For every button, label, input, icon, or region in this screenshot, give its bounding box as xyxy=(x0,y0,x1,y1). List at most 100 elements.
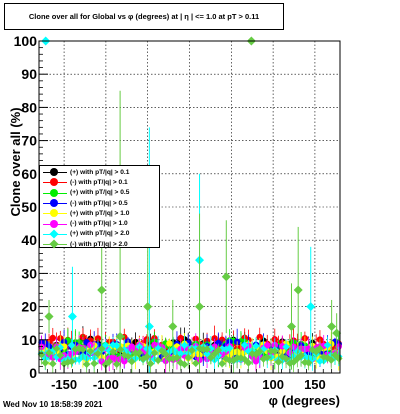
outlier-point xyxy=(44,312,54,322)
data-point xyxy=(218,345,226,353)
outlier-point xyxy=(221,272,231,282)
data-point xyxy=(323,341,332,349)
data-point xyxy=(240,355,249,363)
x-tick-label: 50 xyxy=(224,377,238,392)
data-point xyxy=(191,359,200,368)
data-point xyxy=(207,344,215,353)
data-point xyxy=(94,349,102,358)
data-point xyxy=(214,346,223,354)
data-point xyxy=(48,359,57,368)
data-point xyxy=(180,360,189,369)
data-point xyxy=(203,350,211,358)
legend-marker-icon xyxy=(40,167,70,177)
data-point xyxy=(82,360,91,369)
data-point xyxy=(259,345,268,353)
data-point xyxy=(169,354,177,363)
data-point xyxy=(180,341,189,350)
data-point xyxy=(45,349,53,357)
outlier-point xyxy=(144,322,154,332)
data-point xyxy=(150,349,159,357)
data-point xyxy=(229,356,238,365)
y-tick-label: 60 xyxy=(21,166,37,182)
x-tick-label: 0 xyxy=(186,377,193,392)
outlier-point xyxy=(143,302,153,312)
outlier-point xyxy=(97,285,107,295)
outlier-point xyxy=(327,322,337,332)
data-point xyxy=(143,344,151,353)
data-point xyxy=(105,357,114,366)
data-point xyxy=(86,347,95,355)
y-axis-label: Clone over all (%) xyxy=(8,107,23,216)
legend-entry: (+) with pT/|q| > 0.1 xyxy=(40,167,159,177)
data-point xyxy=(252,350,260,359)
data-point xyxy=(319,353,328,361)
data-point xyxy=(225,356,234,365)
data-point xyxy=(121,357,128,365)
y-tick-label: 80 xyxy=(21,99,37,115)
data-point xyxy=(49,334,57,342)
legend-entry: (-) with pT/|q| > 0.5 xyxy=(40,198,159,208)
outlier-point xyxy=(168,322,178,332)
data-point xyxy=(176,349,185,358)
data-point xyxy=(316,344,324,353)
y-tick-label: 30 xyxy=(21,265,37,281)
legend-marker-icon xyxy=(40,239,70,249)
data-point xyxy=(270,347,279,356)
outlier-point xyxy=(306,302,316,312)
legend-entry: (+) with pT/|q| > 2.0 xyxy=(40,229,159,239)
data-point xyxy=(188,346,196,355)
data-point xyxy=(244,358,253,367)
legend-marker-icon xyxy=(40,208,70,218)
x-tick-label: -150 xyxy=(51,377,77,392)
data-point xyxy=(218,359,226,368)
legend-marker-icon xyxy=(40,229,70,239)
data-point xyxy=(60,359,68,368)
data-point xyxy=(316,357,324,366)
data-point xyxy=(79,345,87,354)
legend-marker-icon xyxy=(40,188,70,198)
legend-label: (-) with pT/|q| > 0.1 xyxy=(70,178,128,186)
legend-entry: (-) with pT/|q| > 1.0 xyxy=(40,218,159,228)
y-tick-label: 50 xyxy=(21,199,37,215)
x-axis-label: φ (degrees) xyxy=(269,393,340,408)
data-point xyxy=(203,345,211,353)
data-point xyxy=(233,353,241,362)
y-tick-label: 10 xyxy=(21,332,37,348)
legend-label: (+) with pT/|q| > 0.5 xyxy=(70,189,130,197)
data-point xyxy=(252,342,260,350)
data-point xyxy=(94,335,102,342)
data-point xyxy=(191,344,200,353)
data-point xyxy=(165,354,174,363)
legend-entry: (+) with pT/|q| > 0.5 xyxy=(40,188,159,198)
outlier-point xyxy=(195,302,205,312)
data-point xyxy=(210,350,219,358)
legend-marker-icon xyxy=(40,219,70,229)
data-point xyxy=(128,357,136,366)
outlier-point xyxy=(293,285,303,295)
chart-title: Clone over all for Global vs φ (degrees)… xyxy=(4,3,284,30)
data-point xyxy=(327,356,336,364)
x-tick-label: 100 xyxy=(262,377,284,392)
data-point xyxy=(52,353,61,361)
data-point xyxy=(274,358,283,366)
data-point xyxy=(161,350,170,359)
data-point xyxy=(177,334,184,342)
legend-entry: (-) with pT/|q| > 2.0 xyxy=(40,239,159,249)
data-point xyxy=(334,354,343,363)
data-point xyxy=(56,351,65,360)
y-tick-label: 0 xyxy=(29,365,37,381)
data-point xyxy=(98,358,105,365)
legend-label: (-) with pT/|q| > 2.0 xyxy=(70,240,128,248)
data-point xyxy=(240,341,249,349)
x-tick-label: -50 xyxy=(138,377,157,392)
data-point xyxy=(75,355,83,364)
data-point xyxy=(312,347,320,356)
data-point xyxy=(166,340,173,347)
timestamp: Wed Nov 10 18:58:39 2021 xyxy=(3,400,103,409)
data-point xyxy=(222,345,230,354)
data-point xyxy=(37,350,46,359)
data-point xyxy=(67,341,76,350)
data-point xyxy=(255,347,264,356)
data-point xyxy=(207,353,215,362)
